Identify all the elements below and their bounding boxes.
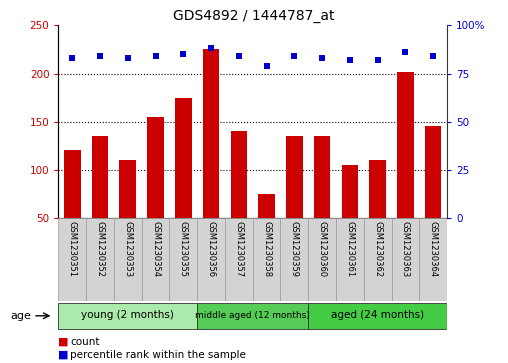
Bar [203, 49, 219, 266]
Text: GSM1230356: GSM1230356 [207, 221, 215, 277]
Bar [341, 165, 358, 266]
Point [290, 53, 298, 59]
Text: middle aged (12 months): middle aged (12 months) [196, 311, 310, 320]
Text: aged (24 months): aged (24 months) [331, 310, 424, 320]
Point [401, 49, 409, 55]
Bar [170, 218, 197, 301]
Bar [419, 218, 447, 301]
Text: GSM1230363: GSM1230363 [401, 221, 410, 277]
Text: age: age [10, 311, 31, 321]
Point [235, 53, 243, 59]
Bar [397, 72, 414, 266]
Bar [119, 160, 136, 266]
Point [96, 53, 104, 59]
Text: GSM1230359: GSM1230359 [290, 221, 299, 277]
Bar [142, 218, 170, 301]
Bar [147, 117, 164, 266]
Bar [86, 218, 114, 301]
Point [179, 51, 187, 57]
Bar [197, 218, 225, 301]
Bar [308, 218, 336, 301]
Point [124, 55, 132, 61]
Text: count: count [70, 337, 100, 347]
Bar [308, 303, 447, 329]
Bar [369, 160, 386, 266]
Bar [253, 218, 280, 301]
Bar [336, 218, 364, 301]
Text: GSM1230354: GSM1230354 [151, 221, 160, 277]
Bar [197, 303, 308, 329]
Point [207, 46, 215, 52]
Bar [392, 218, 419, 301]
Text: ■: ■ [58, 337, 69, 347]
Text: GSM1230355: GSM1230355 [179, 221, 188, 277]
Text: GSM1230357: GSM1230357 [234, 221, 243, 277]
Point [318, 55, 326, 61]
Point [68, 55, 76, 61]
Bar [258, 194, 275, 266]
Bar [92, 136, 108, 266]
Point [151, 53, 160, 59]
Bar [314, 136, 330, 266]
Text: percentile rank within the sample: percentile rank within the sample [70, 350, 246, 360]
Bar [58, 303, 197, 329]
Bar [64, 150, 81, 266]
Text: young (2 months): young (2 months) [81, 310, 174, 320]
Point [346, 57, 354, 63]
Bar [175, 98, 192, 266]
Bar [286, 136, 303, 266]
Text: GSM1230352: GSM1230352 [96, 221, 105, 277]
Bar [231, 131, 247, 266]
Bar [114, 218, 142, 301]
Text: GSM1230358: GSM1230358 [262, 221, 271, 277]
Point [429, 53, 437, 59]
Point [373, 57, 382, 63]
Bar [425, 126, 441, 266]
Text: GDS4892 / 1444787_at: GDS4892 / 1444787_at [173, 9, 335, 23]
Point [263, 63, 271, 69]
Text: GSM1230360: GSM1230360 [318, 221, 327, 277]
Text: ■: ■ [58, 350, 69, 360]
Text: GSM1230361: GSM1230361 [345, 221, 355, 277]
Text: GSM1230353: GSM1230353 [123, 221, 132, 277]
Text: GSM1230364: GSM1230364 [429, 221, 438, 277]
Text: GSM1230351: GSM1230351 [68, 221, 77, 277]
Bar [58, 218, 86, 301]
Bar [364, 218, 392, 301]
Bar [225, 218, 253, 301]
Bar [280, 218, 308, 301]
Text: GSM1230362: GSM1230362 [373, 221, 382, 277]
